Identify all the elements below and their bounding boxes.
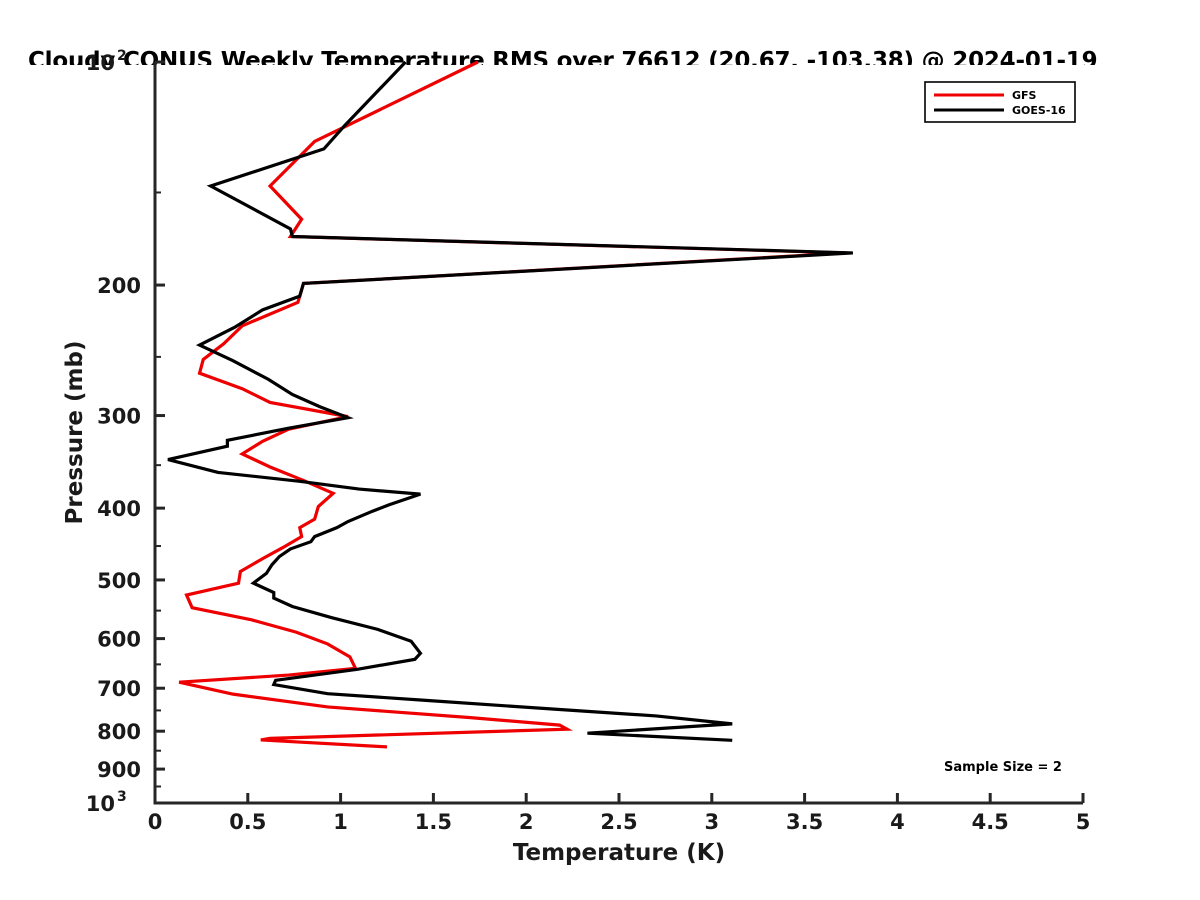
x-tick-label: 2.5 (600, 810, 637, 834)
title-clip: Cloudy CONUS Weekly Temperature RMS over… (0, 20, 1200, 65)
y-tick-label: 10 2 (86, 48, 127, 75)
svg-text:10: 10 (86, 792, 115, 816)
series-group (167, 60, 853, 749)
y-tick-label: 200 (97, 274, 141, 298)
series-line-gfs (178, 60, 848, 749)
x-tick-label: 0 (148, 810, 163, 834)
x-tick-label: 1 (333, 810, 348, 834)
x-tick-label: 4.5 (972, 810, 1009, 834)
series-line-goes-16 (167, 60, 853, 742)
legend-label-goes-16: GOES-16 (1012, 104, 1066, 117)
x-tick-label: 4 (890, 810, 905, 834)
legend-group[interactable]: GFS GOES-16 (924, 81, 1076, 123)
svg-text:2: 2 (117, 48, 127, 64)
y-tick-label: 300 (97, 405, 141, 429)
sample-size-annotation: Sample Size = 2 (944, 760, 1062, 775)
y-tick-label: 900 (97, 758, 141, 782)
x-tick-label: 3.5 (786, 810, 823, 834)
x-tick-label: 2 (519, 810, 534, 834)
y-tick-label: 800 (97, 720, 141, 744)
svg-text:10: 10 (86, 51, 115, 75)
axes-group: 0 0.5 1 1.5 2 2.5 3 3.5 4 4.5 510 22003004005006007… (62, 48, 1090, 866)
svg-text:3: 3 (117, 789, 127, 805)
y-tick-label: 600 (97, 628, 141, 652)
y-tick-label: 700 (97, 677, 141, 701)
legend-label-gfs: GFS (1012, 89, 1037, 102)
legend-box (924, 81, 1076, 123)
x-axis-label: Temperature (K) (513, 840, 725, 866)
x-tick-label: 1.5 (415, 810, 452, 834)
annotation-group: Sample Size = 2 (944, 760, 1062, 775)
y-axis-label: Pressure (mb) (62, 341, 88, 525)
y-tick-label: 500 (97, 569, 141, 593)
x-tick-label: 0.5 (229, 810, 266, 834)
x-tick-label: 5 (1076, 810, 1091, 834)
y-tick-label: 400 (97, 497, 141, 521)
y-tick-label: 10 3 (86, 789, 127, 816)
chart-title: Cloudy CONUS Weekly Temperature RMS over… (28, 48, 1098, 65)
x-tick-label: 3 (704, 810, 719, 834)
